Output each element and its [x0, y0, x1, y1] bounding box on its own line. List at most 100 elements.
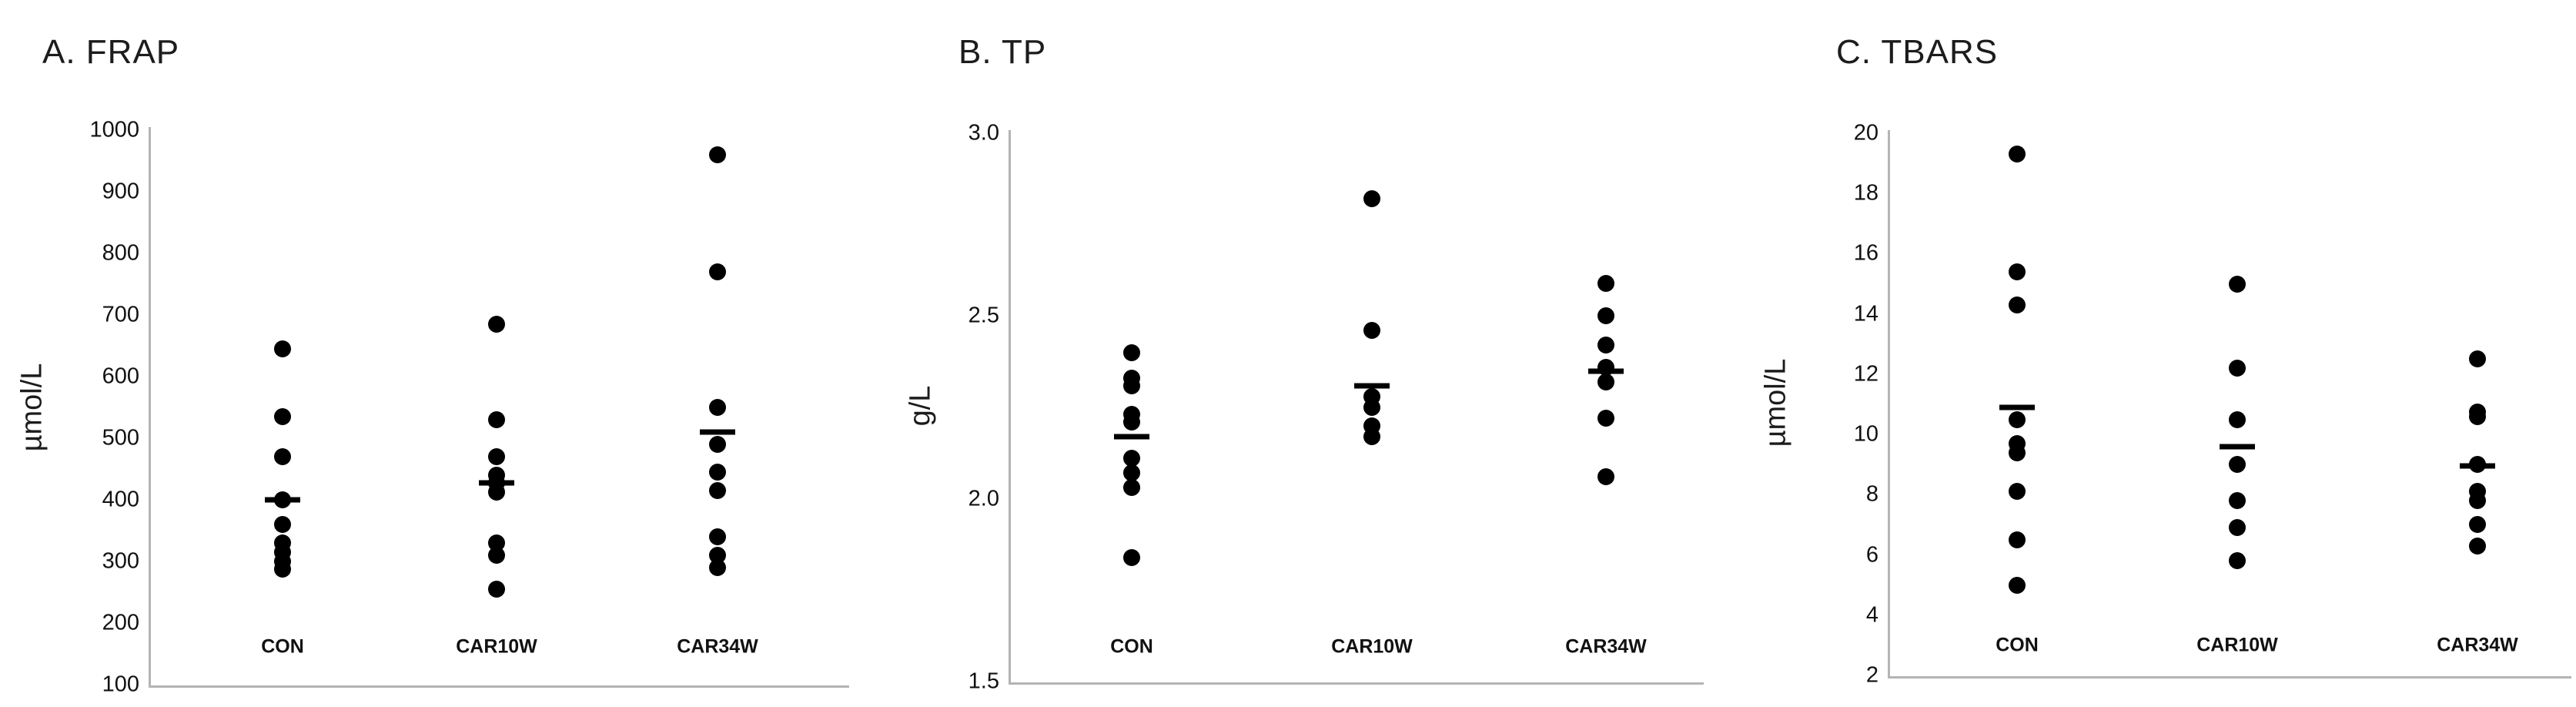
- y-tick-label: 4: [1865, 602, 1878, 628]
- y-tick-label: 16: [1853, 240, 1878, 266]
- data-dot: [1123, 450, 1140, 467]
- data-dot: [488, 411, 505, 428]
- data-dot: [1123, 548, 1140, 566]
- category-label: CAR10W: [456, 635, 537, 658]
- data-dot: [1123, 479, 1140, 497]
- data-dot: [2469, 537, 2486, 555]
- y-tick-label: 300: [102, 548, 139, 574]
- x-axis-line: [1009, 682, 1704, 685]
- data-dot: [488, 581, 505, 598]
- y-tick-label: 200: [102, 610, 139, 635]
- data-dot: [488, 547, 505, 564]
- y-tick-label: 400: [102, 487, 139, 512]
- data-dot: [274, 448, 291, 465]
- y-tick-label: 18: [1853, 180, 1878, 206]
- mean-line: [2220, 444, 2255, 450]
- data-dot: [488, 483, 505, 501]
- data-dot: [2229, 552, 2246, 570]
- data-dot: [709, 464, 726, 481]
- y-axis-label: g/L: [904, 385, 937, 427]
- data-dot: [1597, 337, 1614, 354]
- y-tick-label: 14: [1853, 301, 1878, 327]
- data-dot: [1597, 373, 1614, 390]
- y-tick-label: 12: [1853, 361, 1878, 387]
- data-dot: [1123, 413, 1140, 431]
- y-tick-label: 20: [1853, 120, 1878, 146]
- panel-title: B. TP: [958, 32, 1047, 71]
- data-dot: [2469, 516, 2486, 534]
- data-dot: [2009, 444, 2026, 461]
- category-label: CON: [1996, 634, 2039, 656]
- data-dot: [2229, 360, 2246, 377]
- category-label: CAR34W: [677, 635, 758, 658]
- data-dot: [2229, 410, 2246, 428]
- data-dot: [709, 528, 726, 545]
- data-dot: [1123, 377, 1140, 394]
- data-dot: [1363, 322, 1380, 340]
- data-dot: [2009, 531, 2026, 548]
- y-tick-label: 500: [102, 425, 139, 451]
- y-tick-label: 900: [102, 179, 139, 204]
- data-dot: [274, 340, 291, 357]
- mean-line: [700, 429, 735, 435]
- data-dot: [2009, 146, 2026, 163]
- data-dot: [709, 146, 726, 163]
- mean-line: [1354, 383, 1390, 389]
- data-dot: [709, 559, 726, 576]
- y-tick-label: 6: [1865, 542, 1878, 568]
- data-dot: [274, 408, 291, 425]
- data-dot: [2469, 407, 2486, 425]
- y-tick-label: 600: [102, 364, 139, 389]
- mean-line: [1999, 404, 2035, 410]
- data-dot: [1597, 410, 1614, 427]
- data-dot: [2009, 483, 2026, 501]
- data-dot: [2009, 576, 2026, 594]
- y-tick-label: 2.0: [968, 486, 999, 511]
- y-tick-label: 3.0: [968, 120, 999, 146]
- data-dot: [709, 399, 726, 416]
- y-tick-label: 8: [1865, 481, 1878, 507]
- data-dot: [2229, 492, 2246, 510]
- data-dot: [2469, 456, 2486, 474]
- category-label: CAR34W: [1565, 635, 1647, 658]
- category-label: CAR10W: [2196, 634, 2278, 656]
- y-tick-label: 1000: [89, 117, 139, 142]
- y-tick-label: 800: [102, 240, 139, 266]
- category-label: CAR34W: [2437, 634, 2518, 656]
- data-dot: [1123, 343, 1140, 361]
- data-dot: [709, 436, 726, 453]
- y-tick-label: 700: [102, 302, 139, 327]
- x-axis-line: [1888, 676, 2571, 679]
- data-dot: [709, 263, 726, 280]
- y-tick-label: 2.5: [968, 303, 999, 328]
- y-axis-line: [1009, 130, 1011, 685]
- y-axis-line: [149, 127, 151, 688]
- category-label: CAR10W: [1331, 635, 1413, 658]
- mean-line: [1114, 434, 1149, 440]
- data-dot: [274, 560, 291, 578]
- data-dot: [1597, 274, 1614, 292]
- data-dot: [1363, 190, 1380, 208]
- y-axis-line: [1888, 130, 1890, 679]
- panel-title: C. TBARS: [1836, 32, 1999, 71]
- data-dot: [488, 448, 505, 465]
- data-dot: [1597, 358, 1614, 376]
- data-dot: [2229, 275, 2246, 293]
- y-axis-label: µmol/L: [15, 363, 49, 452]
- data-dot: [2469, 492, 2486, 510]
- data-dot: [1363, 399, 1380, 416]
- category-label: CON: [1110, 635, 1153, 658]
- data-dot: [274, 516, 291, 533]
- data-dot: [274, 491, 291, 508]
- data-dot: [1363, 427, 1380, 445]
- data-dot: [709, 482, 726, 499]
- data-dot: [1123, 464, 1140, 482]
- data-dot: [2229, 519, 2246, 537]
- data-dot: [1597, 307, 1614, 325]
- category-label: CON: [261, 635, 304, 658]
- data-dot: [2469, 350, 2486, 368]
- data-dot: [2009, 410, 2026, 428]
- y-tick-label: 2: [1865, 662, 1878, 688]
- panel-title: A. FRAP: [42, 32, 180, 71]
